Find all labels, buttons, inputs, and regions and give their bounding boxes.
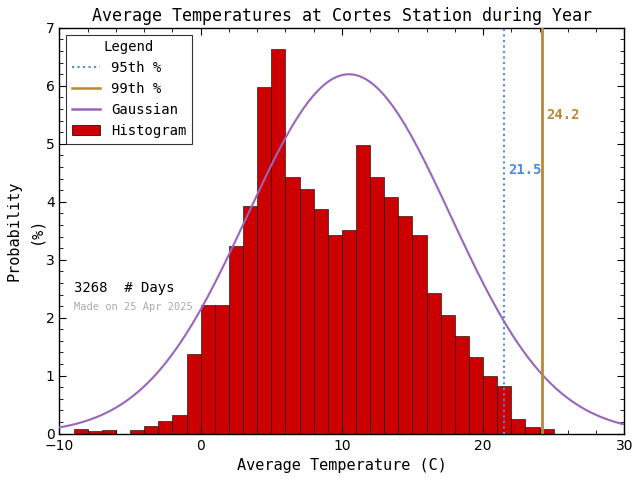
Bar [300, 189, 314, 433]
Bar [102, 430, 116, 433]
Bar [215, 305, 229, 433]
Text: 21.5: 21.5 [509, 163, 542, 177]
Bar [285, 178, 300, 433]
Bar [229, 246, 243, 433]
Title: Average Temperatures at Cortes Station during Year: Average Temperatures at Cortes Station d… [92, 7, 592, 25]
Y-axis label: Probability
(%): Probability (%) [7, 180, 43, 281]
Bar [356, 145, 370, 433]
Bar [328, 235, 342, 433]
Bar [88, 431, 102, 433]
Bar [483, 376, 497, 433]
Bar [342, 229, 356, 433]
Bar [201, 305, 215, 433]
Bar [413, 235, 427, 433]
Bar [455, 336, 469, 433]
Bar [314, 209, 328, 433]
Bar [158, 421, 172, 433]
Bar [497, 385, 511, 433]
Text: 24.2: 24.2 [547, 108, 580, 122]
Bar [186, 354, 201, 433]
Bar [469, 357, 483, 433]
Bar [398, 216, 413, 433]
Bar [130, 430, 144, 433]
Text: 3268  # Days: 3268 # Days [74, 281, 174, 296]
Bar [172, 415, 186, 433]
Bar [370, 178, 384, 433]
Bar [511, 419, 525, 433]
Bar [441, 315, 455, 433]
Bar [144, 426, 158, 433]
Bar [540, 429, 554, 433]
Bar [384, 197, 398, 433]
X-axis label: Average Temperature (C): Average Temperature (C) [237, 458, 447, 473]
Text: Made on 25 Apr 2025: Made on 25 Apr 2025 [74, 302, 193, 312]
Bar [427, 293, 441, 433]
Bar [74, 429, 88, 433]
Legend: 95th %, 99th %, Gaussian, Histogram: 95th %, 99th %, Gaussian, Histogram [67, 35, 192, 144]
Bar [257, 87, 271, 433]
Bar [243, 206, 257, 433]
Bar [525, 427, 540, 433]
Bar [271, 49, 285, 433]
